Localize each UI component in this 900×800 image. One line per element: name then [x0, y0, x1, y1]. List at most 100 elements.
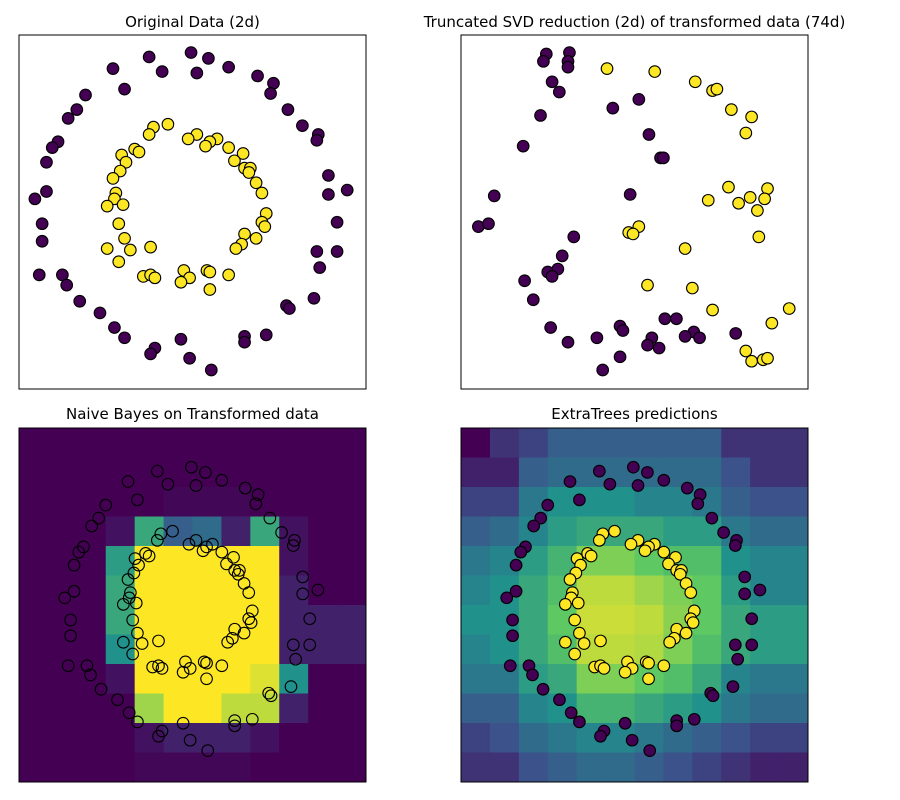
- heatmap-cell: [461, 723, 491, 753]
- scatter-point-class-0: [245, 712, 259, 726]
- scatter-point-class-1: [600, 62, 614, 75]
- heatmap-cell: [337, 457, 366, 488]
- scatter-point-class-0: [228, 714, 242, 727]
- heatmap-cell: [721, 428, 751, 458]
- heatmap-cell: [163, 693, 193, 724]
- scatter-point-class-0: [753, 583, 767, 597]
- scatter-point-class-0: [310, 133, 324, 147]
- scatter-point-class-0: [118, 82, 131, 96]
- scatter-point-class-0: [541, 498, 555, 512]
- heatmap-cell: [779, 634, 808, 665]
- heatmap-cell: [76, 752, 107, 782]
- heatmap-cell: [76, 546, 107, 576]
- heatmap-cell: [47, 634, 78, 665]
- heatmap-cell: [134, 516, 165, 547]
- heatmap-cell: [461, 605, 491, 635]
- scatter-point-class-0: [183, 733, 197, 747]
- scatter-point-class-1: [745, 110, 758, 124]
- scatter-point-class-1: [196, 544, 210, 558]
- scatter-point-class-1: [215, 545, 229, 559]
- heatmap-cell: [134, 487, 165, 517]
- scatter-point-class-0: [249, 497, 263, 511]
- scatter-point-class-1: [568, 647, 582, 661]
- scatter-point-class-0: [64, 629, 77, 643]
- plot-area: [461, 428, 808, 782]
- scatter-point-class-0: [670, 312, 683, 326]
- heatmap-cell: [308, 723, 338, 753]
- scatter-point-class-1: [662, 557, 675, 571]
- scatter-point-class-0: [745, 612, 759, 626]
- heatmap-cell: [337, 634, 366, 665]
- scatter-point-class-0: [70, 103, 84, 116]
- heatmap-cell: [605, 575, 635, 606]
- scatter-point-class-0: [108, 321, 121, 334]
- subplot-title: Truncated SVD reduction (2d) of transfor…: [423, 13, 846, 31]
- scatter-point-class-0: [509, 584, 523, 598]
- scatter-point-class-1: [118, 231, 131, 245]
- scatter-point-class-0: [678, 329, 692, 343]
- scatter-point-class-0: [259, 328, 273, 342]
- heatmap-cell: [221, 487, 251, 517]
- scatter-point-class-1: [222, 141, 235, 154]
- scatter-point-class-0: [603, 477, 617, 491]
- scatter-point-class-0: [643, 744, 657, 757]
- heatmap-cell: [250, 575, 280, 606]
- heatmap-cell: [692, 723, 722, 753]
- scatter-point-class-0: [228, 719, 242, 733]
- heatmap-cell: [47, 428, 78, 458]
- heatmap-cell: [337, 428, 366, 458]
- scatter-point-class-0: [544, 321, 557, 334]
- scatter-point-class-0: [518, 274, 531, 288]
- heatmap-cell: [250, 605, 280, 635]
- scatter-point-class-1: [568, 613, 582, 627]
- scatter-point-class-1: [229, 242, 243, 255]
- heatmap-cell: [47, 575, 78, 606]
- heatmap-cell: [750, 664, 780, 694]
- heatmap-cell: [19, 516, 49, 547]
- heatmap-cell: [76, 634, 107, 665]
- scatter-point-class-1: [242, 586, 256, 599]
- scatter-point-class-0: [263, 511, 277, 525]
- scatter-point-class-1: [739, 344, 753, 358]
- scatter-point-class-0: [561, 335, 575, 349]
- scatter-point-class-1: [558, 635, 572, 649]
- heatmap-cell: [163, 723, 193, 753]
- heatmap-cell: [750, 752, 780, 782]
- heatmap-cell: [547, 723, 578, 753]
- heatmap-cell: [192, 457, 222, 488]
- scatter-point-class-1: [119, 155, 133, 169]
- heatmap-cell: [518, 634, 549, 665]
- scatter-point-class-1: [597, 662, 611, 675]
- scatter-point-class-1: [648, 65, 662, 78]
- scatter-point-class-0: [61, 112, 75, 125]
- heatmap-cell: [489, 457, 520, 488]
- scatter-point-class-0: [264, 87, 277, 100]
- scatter-point-class-0: [40, 185, 53, 198]
- scatter-point-class-1: [743, 191, 757, 204]
- heatmap-cell: [279, 428, 309, 458]
- heatmap-cell: [634, 487, 664, 517]
- heatmap-cell: [692, 428, 722, 458]
- heatmap-cell: [192, 723, 222, 753]
- scatter-point-class-0: [215, 473, 229, 487]
- scatter-point-class-0: [121, 475, 135, 488]
- heatmap-cell: [47, 487, 78, 517]
- heatmap-cell: [779, 605, 808, 635]
- scatter-point-class-0: [99, 498, 113, 512]
- scatter-point-class-0: [262, 686, 276, 700]
- heatmap-cell: [19, 457, 49, 488]
- scatter-point-class-0: [728, 539, 742, 552]
- scatter-point-class-0: [606, 101, 620, 115]
- heatmap-cell: [337, 487, 366, 517]
- scatter-point-class-0: [161, 477, 175, 491]
- subplot-truncated-svd: Truncated SVD reduction (2d) of transfor…: [423, 13, 846, 390]
- scatter-point-class-0: [131, 493, 144, 507]
- scatter-point-class-0: [573, 715, 586, 729]
- scatter-point-class-0: [284, 680, 298, 693]
- scatter-point-class-0: [618, 716, 632, 730]
- heatmap-cell: [721, 487, 751, 517]
- heatmap-cell: [779, 487, 808, 517]
- scatter-point-class-0: [199, 466, 212, 479]
- heatmap-cell: [134, 457, 165, 488]
- heatmap-cell: [518, 457, 549, 488]
